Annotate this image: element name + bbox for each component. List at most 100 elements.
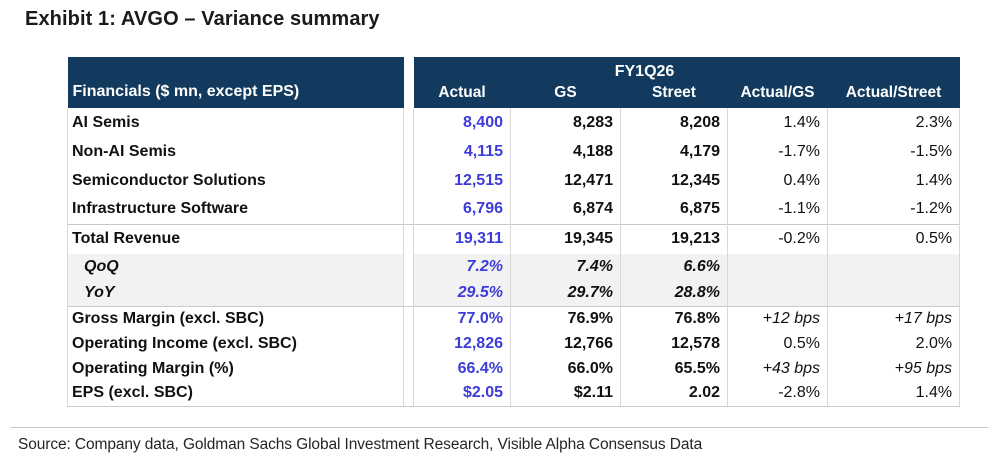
source-note: Source: Company data, Goldman Sachs Glob… (18, 436, 703, 453)
cell-actual-vs-street: -1.5% (827, 137, 961, 166)
table-row: Infrastructure Software 6,796 6,874 6,87… (67, 195, 961, 224)
row-label: Operating Margin (%) (67, 356, 404, 381)
cell-gs: 66.0% (510, 356, 621, 381)
cell-actual-vs-gs: +12 bps (727, 305, 828, 331)
cell-actual-vs-gs: +43 bps (727, 356, 828, 381)
cell-actual-vs-street: -1.2% (827, 195, 961, 224)
cell-street: 65.5% (620, 356, 728, 381)
cell-actual: 7.2% (413, 254, 511, 280)
period-header-cell: FY1Q26 (413, 57, 960, 81)
column-gap (403, 356, 414, 381)
cell-gs: 29.7% (510, 280, 621, 306)
cell-actual-vs-street: 1.4% (827, 166, 961, 195)
column-gap (403, 305, 414, 331)
row-label: YoY (67, 280, 404, 306)
cell-street: 2.02 (620, 381, 728, 407)
cell-actual-vs-gs: -2.8% (727, 381, 828, 407)
col-header-street: Street (620, 81, 728, 108)
cell-actual: 29.5% (413, 280, 511, 306)
cell-gs: 7.4% (510, 254, 621, 280)
column-gap (403, 137, 414, 166)
header-gap (403, 57, 414, 108)
cell-actual-vs-street: 1.4% (827, 381, 961, 407)
cell-street: 28.8% (620, 280, 728, 306)
cell-actual-vs-street: +95 bps (827, 356, 961, 381)
column-header-row: Actual GS Street Actual/GS Actual/Street (68, 81, 960, 108)
column-gap (403, 223, 414, 254)
column-gap (403, 280, 414, 306)
table-row: AI Semis 8,400 8,283 8,208 1.4% 2.3% (67, 108, 961, 137)
column-gap (403, 381, 414, 407)
cell-gs: $2.11 (510, 381, 621, 407)
table-row: Gross Margin (excl. SBC) 77.0% 76.9% 76.… (67, 305, 961, 331)
col-header-actual: Actual (413, 81, 511, 108)
cell-actual-vs-street (827, 254, 961, 280)
row-label: Gross Margin (excl. SBC) (67, 305, 404, 331)
cell-actual: 6,796 (413, 195, 511, 224)
cell-street: 76.8% (620, 305, 728, 331)
cell-actual-vs-street: 2.3% (827, 108, 961, 137)
row-label: Semiconductor Solutions (67, 166, 404, 195)
col-header-actual-vs-street: Actual/Street (827, 81, 960, 108)
cell-street: 4,179 (620, 137, 728, 166)
table-header: Financials ($ mn, except EPS) FY1Q26 Act… (67, 57, 960, 108)
cell-gs: 12,766 (510, 331, 621, 356)
cell-actual: 12,826 (413, 331, 511, 356)
cell-gs: 76.9% (510, 305, 621, 331)
cell-actual-vs-street (827, 280, 961, 306)
cell-gs: 4,188 (510, 137, 621, 166)
cell-actual-vs-street: +17 bps (827, 305, 961, 331)
cell-actual-vs-gs: 0.5% (727, 331, 828, 356)
group-header-row: Financials ($ mn, except EPS) FY1Q26 (67, 57, 960, 108)
cell-actual: 77.0% (413, 305, 511, 331)
cell-street: 6.6% (620, 254, 728, 280)
cell-street: 8,208 (620, 108, 728, 137)
cell-street: 19,213 (620, 223, 728, 254)
table-row: QoQ 7.2% 7.4% 6.6% (67, 254, 961, 280)
row-label: Infrastructure Software (67, 195, 404, 224)
cell-actual-vs-gs: -1.1% (727, 195, 828, 224)
cell-actual: 66.4% (413, 356, 511, 381)
cell-gs: 8,283 (510, 108, 621, 137)
column-gap (403, 166, 414, 195)
table-body: AI Semis 8,400 8,283 8,208 1.4% 2.3% Non… (67, 108, 961, 407)
exhibit-title: Exhibit 1: AVGO – Variance summary (25, 8, 380, 30)
column-gap (403, 195, 414, 224)
column-gap (403, 108, 414, 137)
cell-actual: 19,311 (413, 223, 511, 254)
table-row: YoY 29.5% 29.7% 28.8% (67, 280, 961, 306)
cell-actual-vs-gs: -1.7% (727, 137, 828, 166)
cell-street: 12,578 (620, 331, 728, 356)
cell-street: 6,875 (620, 195, 728, 224)
cell-actual-vs-gs (727, 254, 828, 280)
column-gap (403, 254, 414, 280)
cell-gs: 19,345 (510, 223, 621, 254)
table-row: Operating Margin (%) 66.4% 66.0% 65.5% +… (67, 356, 961, 381)
cell-actual: 4,115 (413, 137, 511, 166)
row-label: Total Revenue (67, 223, 404, 254)
cell-actual-vs-gs: 0.4% (727, 166, 828, 195)
col-header-actual-vs-gs: Actual/GS (727, 81, 828, 108)
col-header-gs: GS (510, 81, 621, 108)
column-gap (403, 331, 414, 356)
row-label: AI Semis (67, 108, 404, 137)
variance-table: Financials ($ mn, except EPS) FY1Q26 Act… (67, 57, 961, 407)
period-header: FY1Q26 (614, 63, 675, 80)
table-row: EPS (excl. SBC) $2.05 $2.11 2.02 -2.8% 1… (67, 381, 961, 407)
cell-gs: 12,471 (510, 166, 621, 195)
cell-actual: 12,515 (413, 166, 511, 195)
cell-actual-vs-gs: -0.2% (727, 223, 828, 254)
row-label: EPS (excl. SBC) (67, 381, 404, 407)
cell-actual-vs-gs (727, 280, 828, 306)
row-label: Operating Income (excl. SBC) (67, 331, 404, 356)
cell-gs: 6,874 (510, 195, 621, 224)
table-row: Semiconductor Solutions 12,515 12,471 12… (67, 166, 961, 195)
table-row: Operating Income (excl. SBC) 12,826 12,7… (67, 331, 961, 356)
table-row: Total Revenue 19,311 19,345 19,213 -0.2%… (67, 223, 961, 254)
table-row: Non-AI Semis 4,115 4,188 4,179 -1.7% -1.… (67, 137, 961, 166)
footer-divider (10, 427, 988, 428)
cell-actual-vs-street: 0.5% (827, 223, 961, 254)
row-label: QoQ (67, 254, 404, 280)
row-label: Non-AI Semis (67, 137, 404, 166)
cell-actual-vs-gs: 1.4% (727, 108, 828, 137)
